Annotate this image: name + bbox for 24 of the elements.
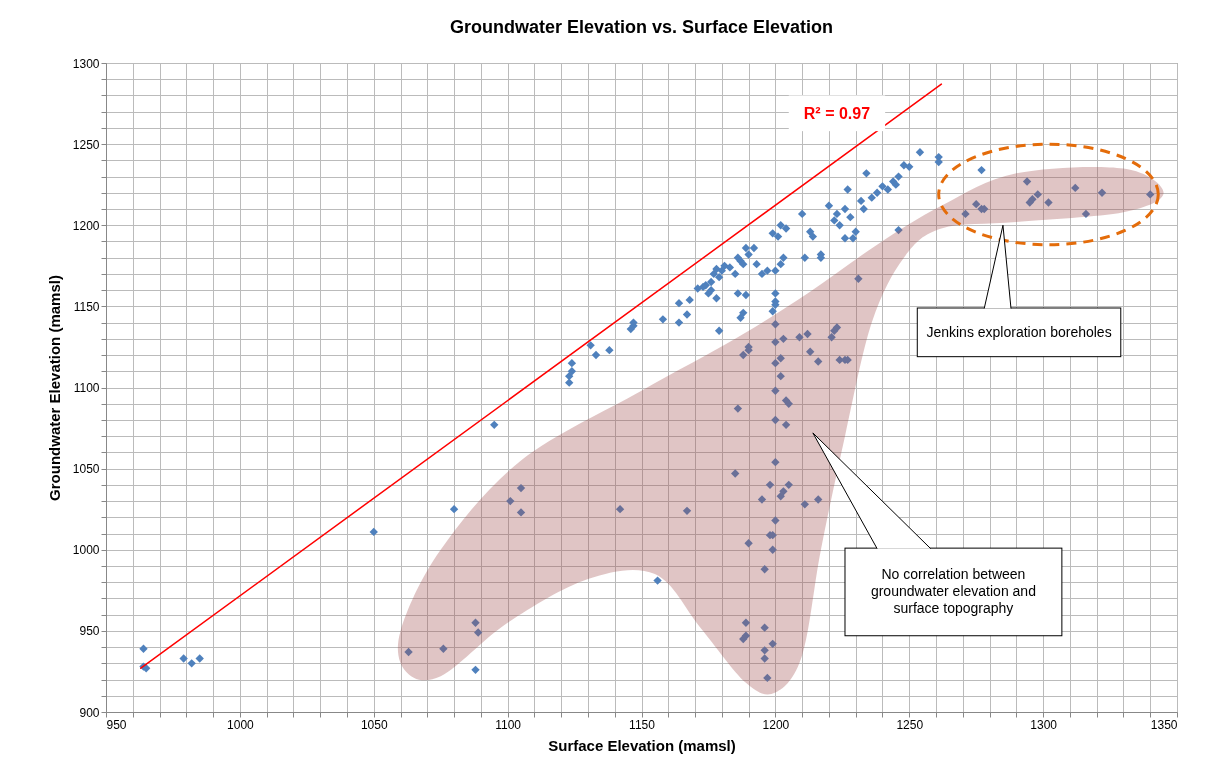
annotation: Jenkins exploration boreholes [917, 307, 1121, 357]
x-tick-label: 1050 [360, 717, 388, 732]
y-tick-label: 1250 [72, 137, 100, 152]
x-tick-label: 1300 [1030, 717, 1058, 732]
y-tick-label: 1100 [73, 381, 100, 395]
y-tick-label: 1050 [72, 462, 100, 477]
x-tick-label: 1200 [762, 717, 790, 732]
y-tick-label: 1200 [72, 218, 100, 233]
x-tick-label: 1100 [495, 717, 522, 732]
y-tick-label: 1300 [72, 56, 100, 71]
y-tick-label: 1150 [73, 299, 100, 314]
y-tick-label: 950 [79, 624, 100, 639]
chart-title: Groundwater Elevation vs. Surface Elevation [449, 17, 834, 37]
y-axis-title: Groundwater Elevation (mamsl) [45, 275, 63, 501]
annotation: R² = 0.97 [788, 95, 886, 132]
x-axis-title: Surface Elevation (mamsl) [548, 736, 736, 754]
y-tick-label: 900 [79, 705, 100, 720]
y-tick-label: 1000 [72, 543, 100, 558]
x-tick-label: 1000 [227, 717, 255, 732]
annotation: No correlation between groundwater elevation and surface topography [844, 548, 1062, 636]
x-tick-label: 1250 [896, 717, 924, 732]
x-tick-label: 950 [106, 717, 127, 732]
x-tick-label: 1350 [1150, 717, 1178, 732]
x-tick-label: 1150 [629, 717, 656, 732]
